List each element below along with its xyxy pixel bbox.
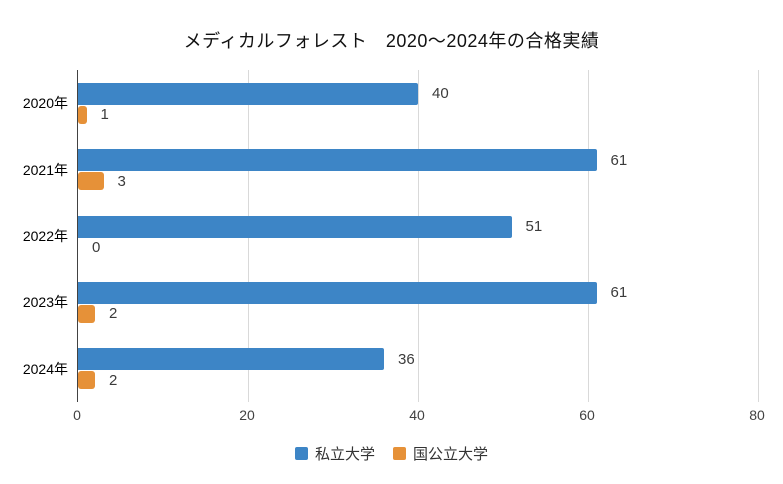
legend-item-public: 国公立大学 [393, 443, 488, 464]
bar-row: 40 [78, 82, 758, 105]
legend-swatch-private-icon [294, 447, 308, 460]
gridline [758, 70, 759, 402]
chart-title: メディカルフォレスト 2020〜2024年の合格実績 [183, 31, 600, 51]
bar-row: 36 [78, 348, 758, 371]
bar-row: 3 [78, 172, 758, 191]
bar-row: 61 [78, 149, 758, 172]
bar-segment [78, 281, 597, 304]
bar-segment [78, 105, 87, 124]
bar-groups: 2020年 40 1 2021年 61 3 2022年 51 0 2023年 61 2 2024年 36 2 [23, 70, 758, 402]
value-label: 36 [398, 350, 415, 368]
bar-segment [78, 149, 597, 172]
bar-group: 2021年 61 3 [23, 136, 758, 202]
bar-row: 51 [78, 215, 758, 238]
x-axis-tick-labels: 0 20 40 60 80 [73, 407, 765, 425]
y-axis-label: 2021年 [22, 161, 68, 178]
value-label: 1 [100, 106, 109, 124]
y-axis-label: 2023年 [22, 294, 68, 311]
y-axis-label: 2024年 [22, 360, 68, 377]
value-label: 3 [117, 172, 126, 190]
bar-segment [78, 371, 95, 390]
bar-row: 61 [78, 281, 758, 304]
bar-segment [78, 348, 384, 371]
y-axis-label: 2022年 [22, 228, 68, 245]
bar-row: 0 [78, 239, 758, 257]
x-tick-label: 20 [239, 407, 255, 423]
value-label: 51 [525, 218, 543, 236]
bar-row: 2 [78, 371, 758, 390]
legend-label-public: 国公立大学 [413, 446, 489, 463]
bar-group: 2022年 51 0 [23, 203, 758, 269]
value-label: 61 [610, 284, 628, 302]
value-label: 2 [109, 371, 118, 389]
x-tick-label: 0 [73, 407, 81, 423]
legend-swatch-public-icon [393, 447, 406, 460]
x-tick-label: 80 [749, 407, 765, 423]
bar-group: 2024年 36 2 [23, 336, 758, 402]
legend-item-private: 私立大学 [294, 443, 375, 464]
legend: 私立大学 国公立大学 [0, 443, 783, 464]
bar-segment [78, 82, 418, 105]
value-label: 40 [432, 85, 449, 103]
x-tick-label: 60 [579, 407, 595, 423]
y-axis-label: 2020年 [22, 95, 68, 112]
bar-segment [78, 215, 512, 238]
value-label: 61 [610, 151, 628, 169]
plot-area: 2020年 40 1 2021年 61 3 2022年 51 0 2023年 61 2 2024年 36 2 [23, 70, 759, 402]
value-label: 0 [92, 239, 101, 257]
x-tick-label: 40 [409, 407, 425, 423]
bar-row: 1 [78, 105, 758, 124]
bar-group: 2020年 40 1 [23, 70, 758, 136]
bar-segment [78, 172, 104, 191]
bar-segment [78, 304, 95, 323]
bar-group: 2023年 61 2 [23, 269, 758, 335]
bar-row: 2 [78, 304, 758, 323]
gridline [588, 70, 589, 402]
value-label: 2 [109, 305, 118, 323]
legend-label-private: 私立大学 [314, 446, 375, 463]
